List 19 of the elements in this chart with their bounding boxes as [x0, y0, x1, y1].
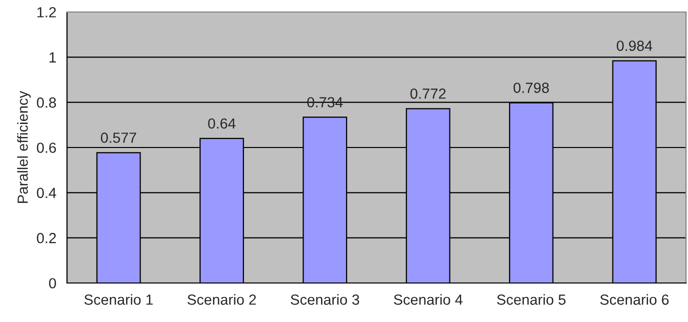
- data-label: 0.577: [100, 132, 136, 143]
- x-tick-label: Scenario 6: [600, 294, 669, 305]
- y-tick-label: 0.2: [36, 232, 56, 244]
- x-tick-label: Scenario 2: [188, 294, 256, 305]
- x-tick-label: Scenario 5: [497, 294, 566, 305]
- y-tick-label: 0.4: [36, 188, 56, 198]
- y-tick-label: 0.8: [36, 97, 56, 108]
- y-tick-label: 1.2: [37, 7, 56, 18]
- y-tick-label: 1: [50, 52, 56, 62]
- data-label: 0.772: [410, 88, 446, 99]
- y-tick-label: 0: [49, 278, 56, 288]
- x-tick-label: Scenario 4: [394, 294, 463, 305]
- y-axis-title: Parallel efficiency: [17, 90, 31, 203]
- data-label: 0.64: [208, 118, 236, 129]
- data-label: 0.798: [514, 82, 549, 93]
- y-tick-label: 0.6: [36, 142, 56, 153]
- x-tick-label: Scenario 1: [84, 294, 153, 305]
- data-label: 0.984: [616, 40, 652, 51]
- x-tick-label: Scenario 3: [290, 294, 360, 305]
